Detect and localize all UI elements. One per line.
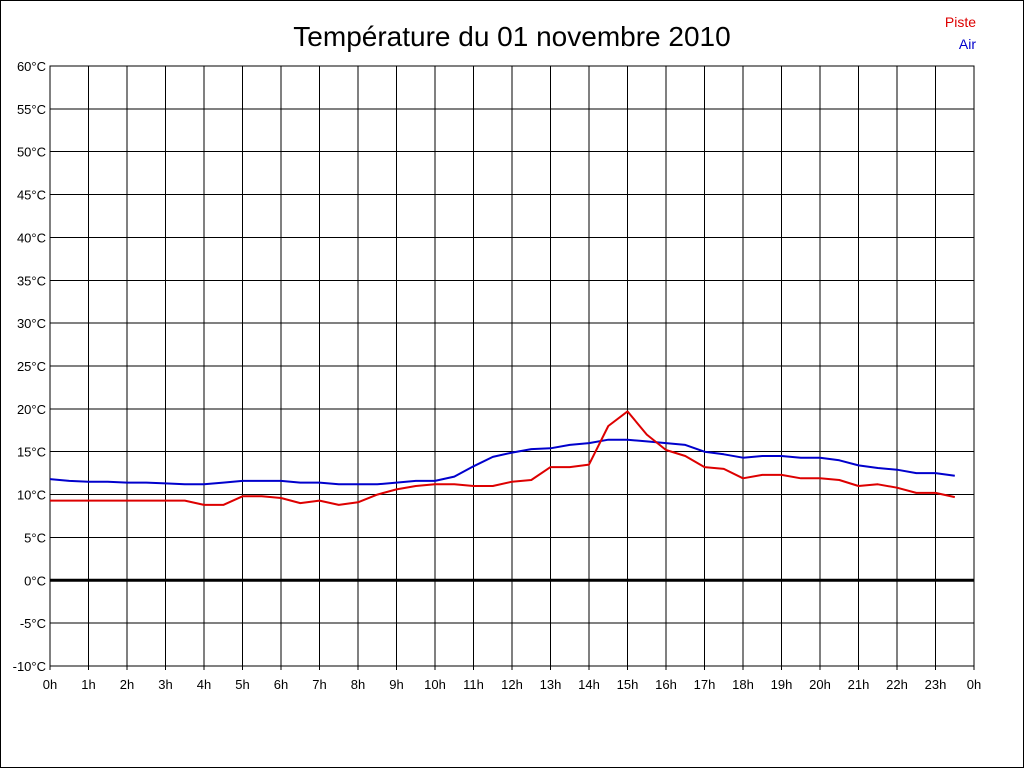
x-tick-label: 3h [158,677,172,692]
legend-entry-air: Air [959,36,976,52]
series-line-piste [50,410,956,506]
x-tick-label: 0h [43,677,57,692]
x-tick-label: 1h [81,677,95,692]
plot-border [49,65,975,667]
series-line-air [49,438,955,486]
x-tick-label: 0h [967,677,981,692]
x-tick-label: 11h [463,677,484,692]
y-tick-label: 10°C [17,488,46,503]
legend: Piste Air [945,14,976,52]
y-tick-label: 15°C [17,445,46,460]
x-tick-label: 21h [848,677,870,692]
y-tick-label: 40°C [17,230,46,245]
y-tick-label: 45°C [17,188,46,203]
x-tick-label: 23h [925,677,947,692]
y-tick-label: 50°C [17,145,46,160]
y-tick-label: 55°C [17,102,46,117]
x-tick-label: 12h [501,677,523,692]
x-tick-label: 8h [351,677,365,692]
y-tick-label: 5°C [24,530,46,545]
x-tick-label: 13h [540,677,562,692]
x-tick-label: 16h [655,677,677,692]
x-tick-label: 7h [312,677,326,692]
x-tick-label: 17h [694,677,716,692]
x-tick-label: 14h [578,677,600,692]
x-tick-label: 6h [274,677,288,692]
y-tick-label: -5°C [20,616,46,631]
y-tick-label: -10°C [13,659,46,674]
grid [49,65,975,670]
x-tick-label: 10h [424,677,446,692]
x-tick-label: 5h [235,677,249,692]
x-tick-label: 18h [732,677,754,692]
x-axis-ticks: 0h 1h 2h 3h 4h 5h 6h 7h 8h 9h 10h 11h 12h 13h 14h 15h 16… [43,677,981,692]
y-tick-label: 25°C [17,359,46,374]
x-tick-label: 9h [389,677,403,692]
y-tick-label: 35°C [17,273,46,288]
x-tick-label: 19h [771,677,793,692]
x-tick-label: 15h [617,677,639,692]
y-tick-label: 20°C [17,402,46,417]
y-tick-label: 30°C [17,316,46,331]
legend-entry-piste: Piste [945,14,976,30]
x-tick-label: 22h [886,677,908,692]
x-tick-label: 20h [809,677,831,692]
series-lines [49,410,956,506]
y-tick-label: 0°C [24,573,46,588]
y-axis-ticks: 60°C 55°C 50°C 45°C 40°C 35°C 30°C 25°C 20°C 15°C… [13,59,46,674]
y-tick-label: 60°C [17,59,46,74]
chart-title: Température du 01 novembre 2010 [293,21,730,52]
x-tick-label: 4h [197,677,211,692]
x-tick-label: 2h [120,677,134,692]
